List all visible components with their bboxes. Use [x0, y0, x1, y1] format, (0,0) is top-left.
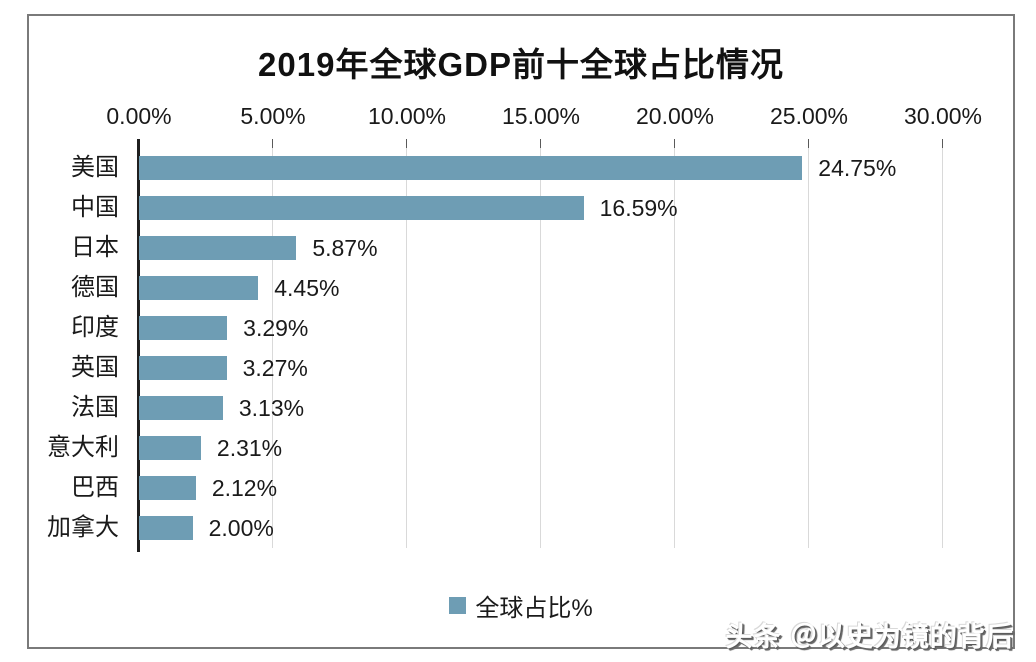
gridline: [808, 148, 809, 548]
value-label: 2.12%: [211, 475, 278, 501]
chart-title: 2019年全球GDP前十全球占比情况: [258, 46, 784, 83]
bar: [139, 436, 201, 460]
x-axis-tick-label: 10.00%: [367, 103, 446, 129]
x-axis-tick-icon: [674, 139, 675, 148]
category-label: 意大利: [47, 434, 119, 461]
value-label: 4.45%: [274, 275, 340, 301]
legend: 全球占比%: [27, 588, 1015, 623]
x-axis-tick-icon: [540, 139, 541, 148]
bar: [139, 196, 584, 220]
gridline: [942, 148, 943, 548]
category-label: 中国: [71, 194, 119, 221]
x-axis-tick-label: 5.00%: [240, 103, 306, 129]
bar: [139, 276, 259, 300]
value-label: 5.87%: [312, 235, 378, 261]
y-axis-line: [137, 139, 140, 552]
gridline: [406, 148, 407, 548]
x-axis-tick-label: 30.00%: [903, 103, 982, 129]
category-label: 巴西: [71, 474, 119, 501]
category-label: 德国: [71, 274, 119, 301]
legend-label: 全球占比%: [475, 595, 593, 622]
legend-swatch-icon: [449, 597, 467, 614]
x-axis-tick-icon: [942, 139, 943, 148]
value-label: 3.13%: [238, 395, 305, 421]
value-label: 2.00%: [208, 515, 274, 541]
category-label: 加拿大: [47, 514, 119, 541]
category-label: 印度: [71, 314, 119, 341]
x-axis-tick-label: 15.00%: [501, 103, 580, 129]
category-label: 日本: [71, 234, 119, 261]
x-axis-tick-icon: [272, 139, 273, 148]
gridline: [540, 148, 541, 548]
category-label: 英国: [71, 354, 119, 381]
value-label: 16.59%: [599, 195, 678, 221]
bar: [139, 396, 223, 420]
bar: [139, 356, 227, 380]
value-label: 2.31%: [216, 435, 283, 461]
value-label: 3.27%: [242, 355, 308, 381]
x-axis-tick-label: 20.00%: [635, 103, 714, 129]
x-axis-tick-icon: [406, 139, 407, 148]
bar: [139, 516, 193, 540]
gridline: [272, 148, 273, 548]
bar: [139, 476, 196, 500]
gridline: [674, 148, 675, 548]
category-label: 法国: [71, 394, 119, 421]
bar: [139, 316, 228, 340]
value-label: 3.29%: [243, 315, 309, 341]
value-label: 24.75%: [818, 155, 897, 181]
x-axis-tick-icon: [808, 139, 809, 148]
bar: [139, 236, 297, 260]
bar: [139, 156, 803, 180]
x-axis-tick-label: 0.00%: [106, 103, 172, 129]
category-label: 美国: [71, 154, 119, 181]
x-axis-tick-label: 25.00%: [769, 103, 848, 129]
chart-frame: 2019年全球GDP前十全球占比情况 0.00% 5.00% 10.00% 15.00…: [27, 14, 1015, 649]
watermark: 头条 ＠以史为镜的背后: [725, 622, 1014, 652]
plot-area: 0.00% 5.00% 10.00% 15.00% 20.00% 25.00% 30.00%…: [27, 14, 1015, 649]
